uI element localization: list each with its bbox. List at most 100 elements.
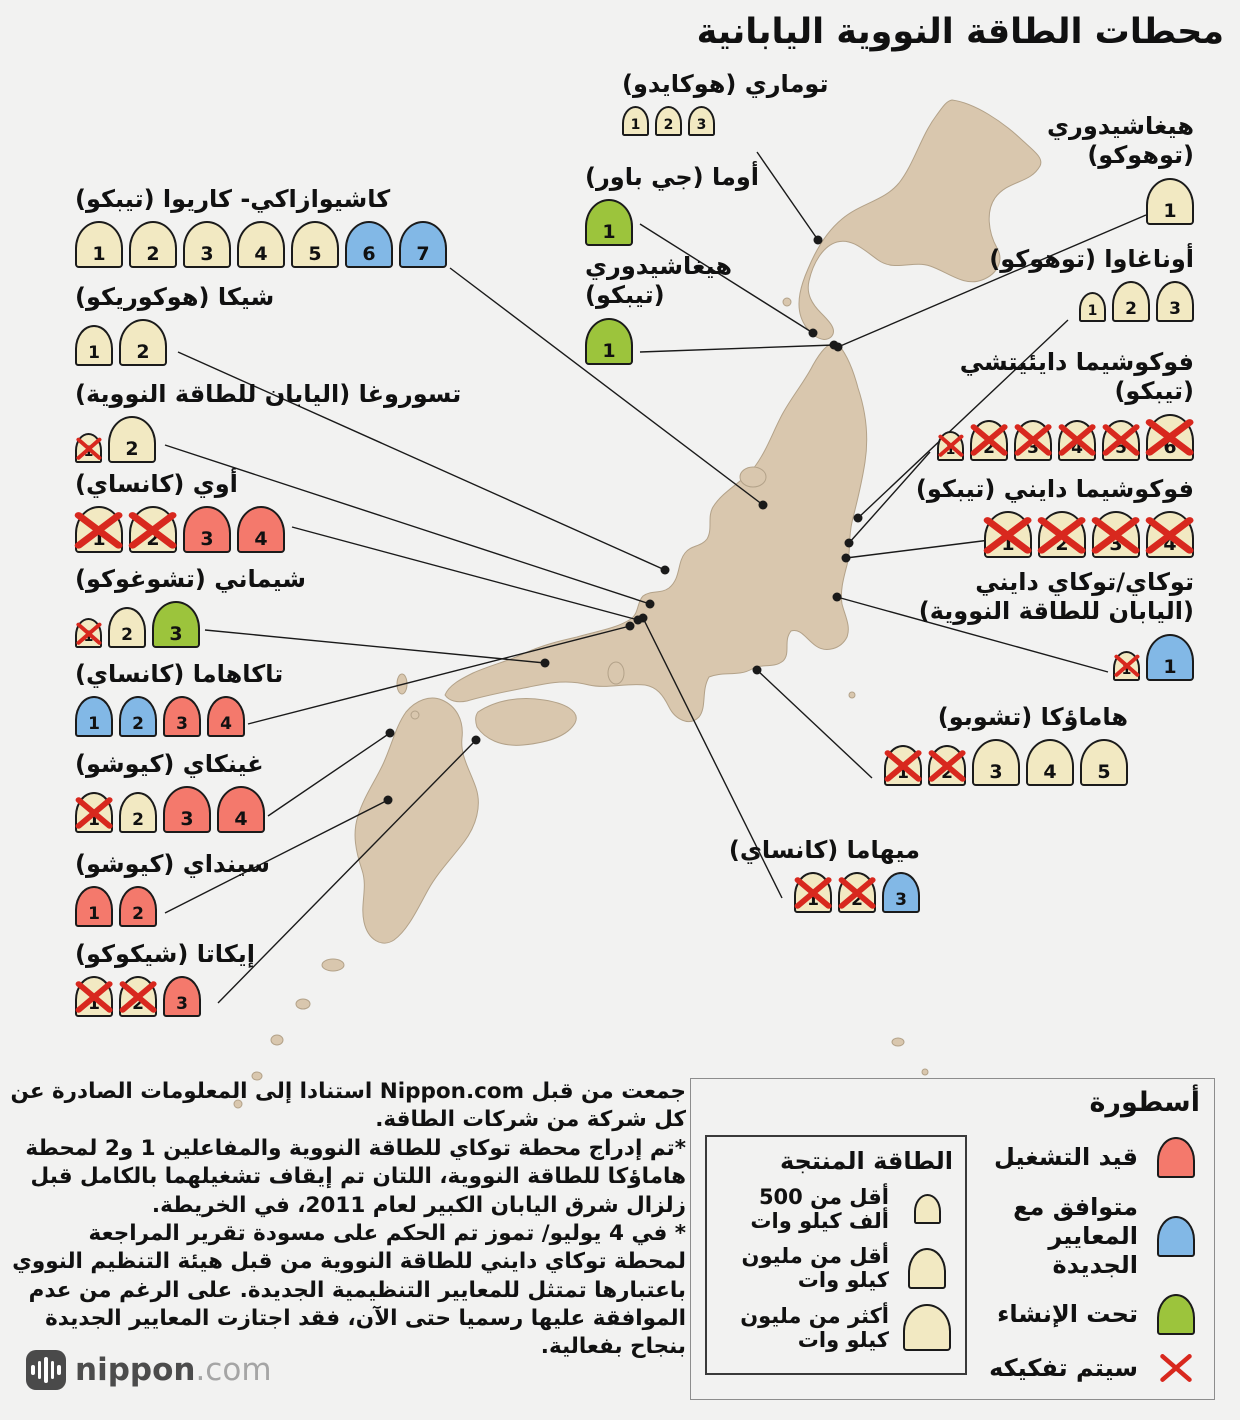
reactor-unit: 1 — [585, 199, 633, 247]
reactor-unit: 2 — [838, 872, 876, 914]
reactor-unit: 3 — [163, 976, 201, 1018]
reactor-unit: 5 — [1080, 739, 1128, 787]
plant-label: شيماني (تشوغوكو) — [75, 565, 307, 593]
logo-text-bold: nippon — [75, 1352, 196, 1388]
reactor-unit-number: 3 — [1109, 533, 1123, 556]
reactor-unit: 4 — [207, 696, 245, 738]
reactor-unit-number: 2 — [1125, 299, 1137, 320]
reactor-unit: 3 — [972, 739, 1020, 787]
reactor-unit: 3 — [688, 106, 715, 137]
reactor-units: 1 2 3 — [75, 601, 306, 649]
reactor-unit: 2 — [119, 792, 157, 834]
reactor-unit-number: 2 — [941, 763, 953, 784]
plant-label: أوما (جي باور) — [585, 163, 759, 191]
reactor-unit: 2 — [129, 221, 177, 269]
reactor-unit: 3 — [152, 601, 200, 649]
reactor-unit-number: 1 — [88, 810, 100, 831]
legend-item-2: تحت الإنشاء — [962, 1294, 1200, 1336]
legend-item-0: قيد التشغيل — [962, 1137, 1200, 1178]
plant-label: سينداي (كيوشو) — [75, 850, 271, 878]
power-box: الطاقة المنتجة أقل من 500 ألف كيلو وات أق… — [705, 1135, 967, 1375]
plant-shimane: شيماني (تشوغوكو) 1 2 3 — [75, 565, 307, 649]
footnotes: جمعت من قبل Nippon.com استنادا إلى المعل… — [10, 1078, 686, 1362]
reactor-unit-number: 4 — [1071, 437, 1083, 458]
legend-panel: أسطورة قيد التشغيل متوافق مع المعايير الج… — [690, 1078, 1215, 1400]
reactor-unit: 4 — [1026, 739, 1074, 787]
reactor-unit-number: 2 — [1055, 533, 1069, 556]
reactor-units: 1 2 3 — [622, 106, 828, 137]
reactor-unit-number: 3 — [895, 890, 907, 911]
plant-label: فوكوشيما دايئيتشي (تيبكو) — [959, 348, 1194, 406]
plant-fukushima-daiichi: فوكوشيما دايئيتشي (تيبكو) 1 2 3 4 5 6 — [937, 348, 1194, 461]
reactor-unit: 1 — [1146, 633, 1194, 681]
plant-location-dot — [638, 613, 648, 623]
reactor-unit-number: 1 — [1087, 303, 1098, 320]
connector-line — [164, 799, 389, 914]
reactor-unit-number: 1 — [88, 714, 100, 735]
reactor-unit: 1 — [794, 872, 832, 914]
reactor-unit-number: 2 — [125, 438, 139, 461]
reactor-unit-number: 4 — [220, 714, 232, 735]
connector-line — [642, 617, 783, 899]
connector-line — [177, 351, 666, 571]
plant-label: هيغاشيدوري (تيبكو) — [585, 252, 732, 310]
plant-higashidori-tepco: هيغاشيدوري (تيبكو) 1 — [585, 252, 732, 365]
connector-line — [845, 539, 991, 559]
plant-oma: أوما (جي باور) 1 — [585, 163, 759, 247]
reactor-unit-number: 1 — [83, 629, 94, 646]
reactor-unit-number: 2 — [132, 904, 144, 925]
connector-line — [857, 319, 1069, 519]
reactor-unit: 2 — [970, 419, 1008, 461]
reactor-unit: 1 — [75, 618, 102, 649]
japan-landmass — [233, 99, 1042, 1109]
plant-sendai: سينداي (كيوشو) 1 2 — [75, 850, 271, 928]
reactor-unit-number: 3 — [200, 243, 214, 266]
reactor-unit: 3 — [882, 872, 920, 914]
reactor-unit-number: 1 — [1163, 199, 1177, 222]
plant-label: شيكا (هوكوريكو) — [75, 283, 275, 311]
plant-label: هاماؤكا (تشوبو) — [937, 703, 1128, 731]
reactor-unit: 1 — [622, 106, 649, 137]
reactor-unit — [903, 1304, 951, 1352]
reactor-unit: 1 — [75, 696, 113, 738]
plant-label: أوناغاوا (توهوكو) — [989, 245, 1194, 273]
connector-line — [247, 625, 631, 725]
reactor-unit: 1 — [75, 325, 113, 367]
reactor-unit — [908, 1247, 946, 1289]
reactor-unit-number: 1 — [88, 904, 100, 925]
power-box-title: الطاقة المنتجة — [779, 1147, 953, 1175]
legend-title: أسطورة — [1089, 1087, 1200, 1118]
reactor-unit: 3 — [183, 506, 231, 554]
plant-label: أوي (كانساي) — [75, 470, 238, 498]
reactor-unit: 1 — [585, 317, 633, 365]
connector-line — [639, 223, 814, 334]
plant-location-dot — [752, 665, 762, 675]
reactor-unit-number: 1 — [1163, 655, 1177, 678]
reactor-units: 1 2 3 — [729, 872, 920, 914]
reactor-unit-number: 1 — [602, 221, 616, 244]
reactor-unit-number: 2 — [146, 243, 160, 266]
power-row-0: أقل من 500 ألف كيلو وات — [719, 1185, 953, 1233]
nippon-logo-icon — [26, 1350, 66, 1390]
reactor-unit: 3 — [163, 786, 211, 834]
plant-location-dot — [841, 553, 851, 563]
plant-location-dot — [808, 328, 818, 338]
plant-location-dot — [832, 592, 842, 602]
reactor-unit-number: 2 — [132, 994, 144, 1015]
connector-line — [217, 739, 477, 1004]
small-islands — [233, 297, 929, 1109]
legend-label: قيد التشغيل — [994, 1143, 1138, 1172]
plant-label: توماري (هوكايدو) — [622, 70, 829, 98]
legend-label: متوافق مع المعايير الجديدة — [1013, 1193, 1138, 1279]
reactor-unit: 3 — [1014, 419, 1052, 461]
power-dome-m-icon — [901, 1247, 953, 1289]
plant-location-dot — [385, 728, 395, 738]
reactor-unit: 1 — [884, 745, 922, 787]
reactor-unit-number: 2 — [663, 117, 674, 134]
reactor-unit: 1 — [937, 430, 964, 461]
reactor-unit-number: 7 — [416, 243, 430, 266]
reactor-unit: 4 — [237, 506, 285, 554]
footnote-3: * في 4 يوليو/ تموز تم الحكم على مسودة تق… — [12, 1220, 686, 1360]
